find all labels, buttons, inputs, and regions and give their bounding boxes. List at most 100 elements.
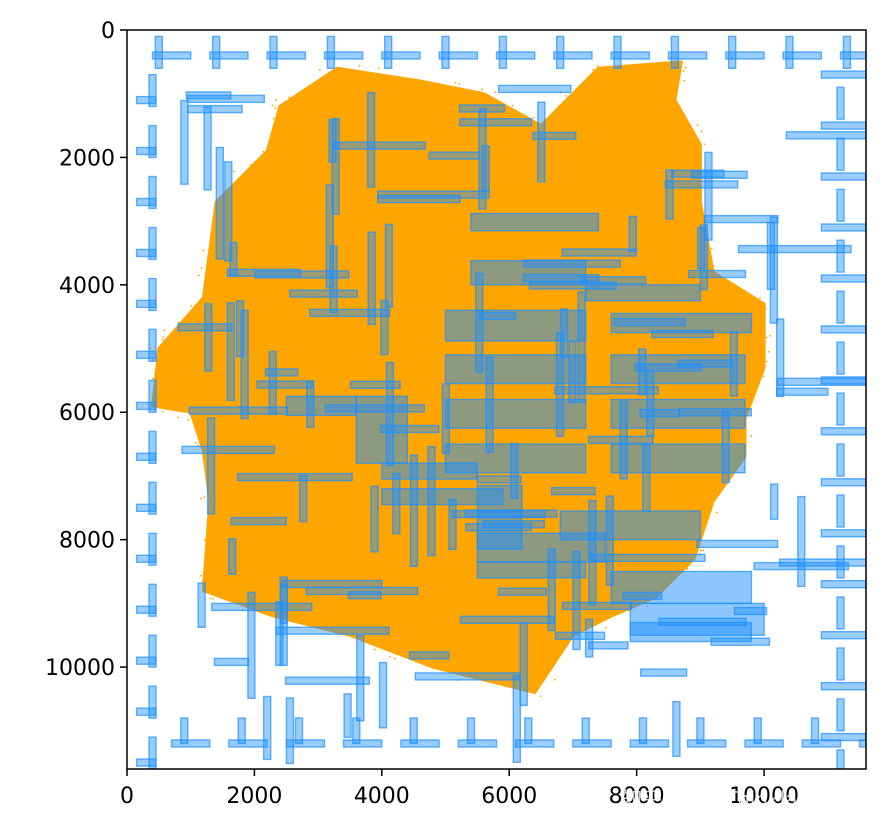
wire-rect (187, 104, 243, 114)
scatter-point (743, 292, 745, 294)
wire-rect (135, 758, 157, 767)
wire-rect (581, 717, 590, 745)
scatter-point (765, 336, 768, 339)
scatter-point (227, 590, 230, 593)
wire-rect (230, 516, 287, 526)
wire-rect (744, 739, 784, 748)
scatter-point (624, 71, 626, 74)
wire-rect (858, 739, 866, 748)
wire-rect (438, 51, 479, 60)
wire-rect (448, 498, 457, 551)
scatter-point (306, 90, 309, 93)
scatter-point (284, 618, 287, 620)
wire-rect (148, 583, 157, 617)
scatter-point (271, 104, 274, 107)
wire-rect (264, 368, 299, 377)
wire-rect (203, 106, 212, 191)
scatter-point (163, 329, 166, 332)
wire-rect (532, 131, 577, 141)
scatter-point (596, 64, 599, 67)
wire-rect (776, 387, 829, 396)
scatter-point (210, 490, 213, 493)
macro-block (285, 395, 358, 417)
wire-rect (343, 693, 352, 739)
wire-rect (782, 51, 823, 60)
scatter-point (250, 163, 253, 166)
scatter-point (494, 91, 496, 93)
scatter-point (260, 166, 262, 169)
scatter-point (557, 649, 560, 652)
scatter-point (211, 473, 214, 476)
wire-rect (672, 700, 681, 757)
wire-rect (766, 221, 776, 291)
scatter-point (162, 410, 164, 413)
x-tick-label: 8000 (609, 784, 665, 809)
wire-rect (135, 503, 157, 512)
wire-rect (820, 631, 866, 640)
scatter-point (389, 655, 392, 658)
scatter-point (220, 214, 223, 217)
wire-rect (285, 697, 295, 765)
wire-rect (148, 430, 157, 464)
scatter-point (211, 243, 213, 245)
wire-rect (148, 226, 157, 261)
scatter-point (274, 107, 277, 110)
wire-rect (610, 51, 651, 60)
scatter-point (699, 549, 702, 552)
x-tick-label: 4000 (354, 784, 410, 809)
scatter-point (355, 70, 358, 73)
scatter-point (696, 193, 699, 195)
wire-rect (263, 695, 272, 761)
scatter-point (429, 83, 432, 86)
wire-rect (770, 483, 779, 520)
scatter-point (689, 128, 692, 131)
wire-rect (725, 51, 765, 60)
scatter-point (769, 334, 772, 337)
wire-rect (613, 35, 622, 70)
wire-rect (209, 51, 249, 60)
scatter-point (200, 442, 203, 445)
scatter-point (319, 68, 321, 71)
scatter-point (750, 386, 752, 388)
macro-block (610, 312, 753, 334)
scatter-point (319, 628, 322, 630)
wire-rect (188, 406, 288, 415)
scatter-point (161, 338, 164, 341)
wire-rect (441, 35, 450, 70)
wire-rect (289, 289, 358, 298)
wire-rect (409, 717, 418, 745)
scatter-point (767, 350, 770, 353)
scatter-point (203, 539, 206, 541)
wire-rect (820, 121, 866, 130)
scatter-point (190, 305, 192, 308)
wire-rect (728, 35, 737, 70)
wire-rect (326, 35, 336, 70)
scatter-point (615, 606, 618, 608)
scatter-point (750, 389, 753, 391)
scatter-point (724, 479, 726, 482)
scatter-point (275, 99, 277, 101)
scatter-point (200, 574, 202, 577)
scatter-point (469, 674, 472, 677)
scatter-point (613, 68, 616, 71)
scatter-point (668, 103, 671, 106)
scatter-point (695, 224, 698, 226)
wire-rect (478, 108, 487, 210)
wire-rect (329, 245, 338, 314)
wire-rect (497, 587, 547, 596)
wire-rect (696, 226, 706, 270)
wire-rect (514, 739, 555, 748)
wire-rect (588, 641, 629, 650)
wire-rect (328, 119, 337, 163)
scatter-point (197, 274, 200, 277)
scatter-point (182, 410, 184, 413)
wire-rect (332, 141, 426, 150)
wire-rect (148, 124, 157, 159)
scatter-point (511, 104, 514, 107)
wire-rect (550, 486, 596, 496)
wire-rect (342, 739, 383, 748)
scatter-point (197, 416, 200, 419)
scatter-point (200, 267, 203, 269)
wire-rect (839, 51, 866, 60)
wire-rect (810, 717, 820, 745)
